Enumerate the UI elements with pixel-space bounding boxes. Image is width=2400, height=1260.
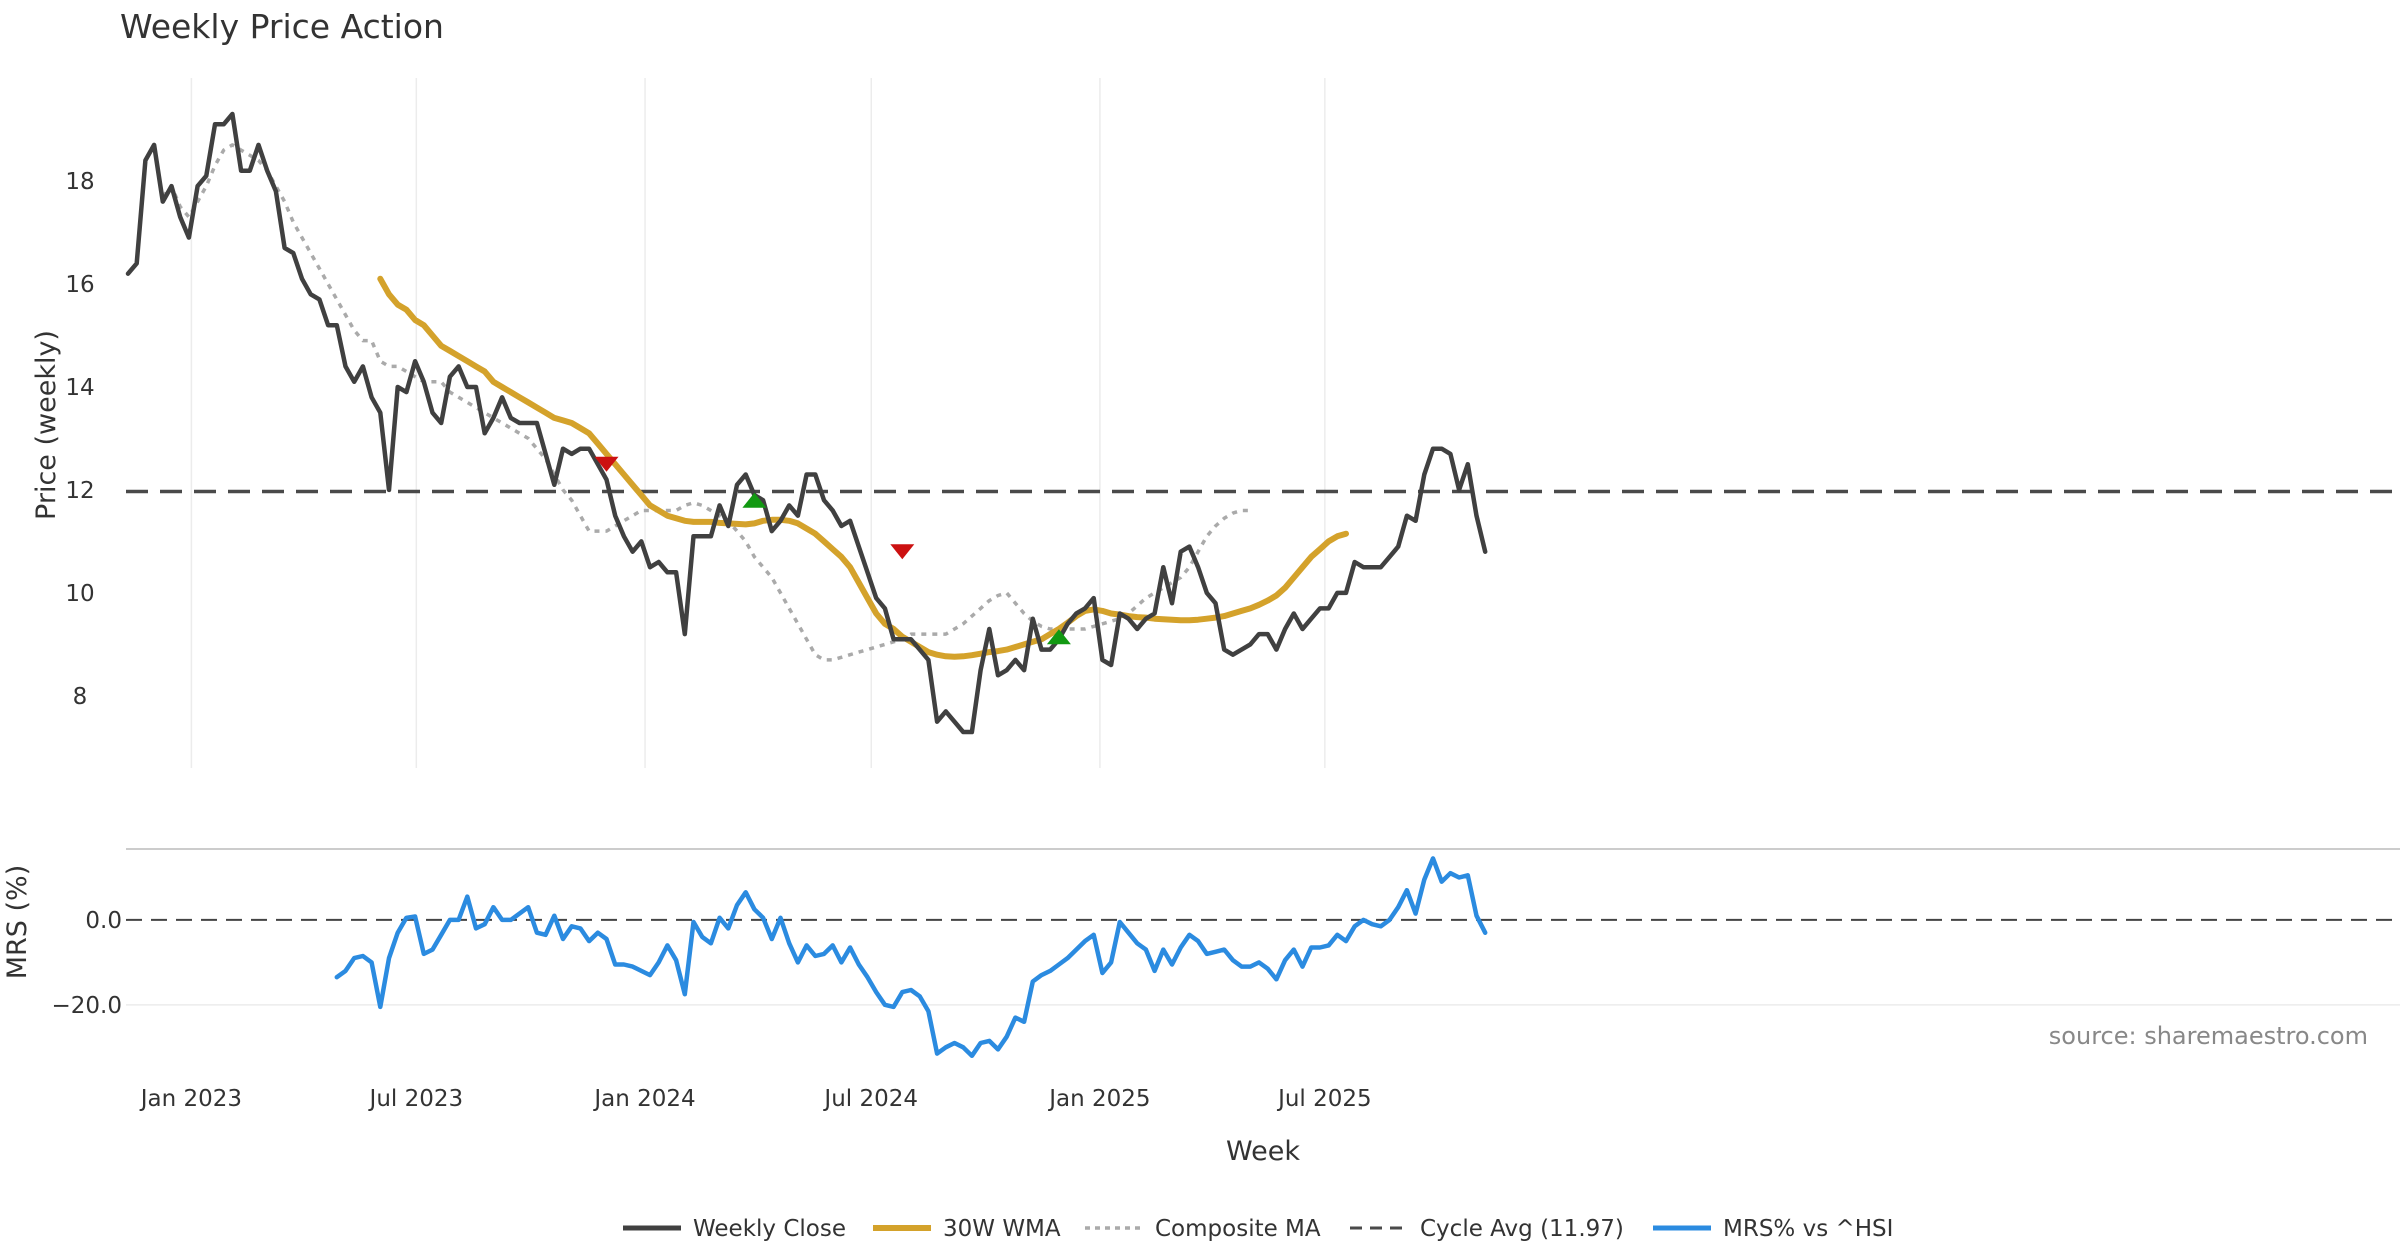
price-y-axis-title: Price (weekly) (31, 330, 62, 520)
mrs-y-tick-label: 0.0 (85, 908, 122, 934)
x-tick-label: Jan 2024 (592, 1086, 695, 1112)
price-y-axis: 8 10 12 14 16 18 (65, 169, 94, 710)
x-tick-label: Jul 2023 (368, 1086, 464, 1112)
mrs-y-axis: 0.0 −20.0 (52, 908, 122, 1019)
sell-signal-marker (890, 544, 915, 560)
composite-ma-line (161, 143, 1251, 662)
weekly-close-line (125, 111, 1488, 735)
chart-title: Weekly Price Action (120, 7, 444, 46)
mrs-y-tick-label: −20.0 (52, 993, 122, 1019)
price-y-tick-label: 8 (73, 684, 88, 710)
30w-wma-line (377, 275, 1349, 660)
legend-label-composite-ma: Composite MA (1155, 1216, 1321, 1242)
x-tick-label: Jan 2025 (1047, 1086, 1150, 1112)
price-y-tick-label: 16 (65, 272, 94, 298)
legend: Weekly Close 30W WMA Composite MA Cycle Avg… (623, 1216, 1893, 1242)
x-axis: Jan 2023 Jul 2023 Jan 2024 Jul 2024 Jan 2025… (139, 1086, 1372, 1112)
buy-signal-marker (742, 492, 767, 508)
price-series-group (125, 111, 1488, 735)
legend-label-weekly-close: Weekly Close (693, 1216, 846, 1242)
price-y-tick-label: 10 (65, 581, 94, 607)
legend-label-cycle-avg: Cycle Avg (11.97) (1420, 1216, 1624, 1242)
price-y-tick-label: 12 (65, 478, 94, 504)
x-tick-label: Jul 2025 (1276, 1086, 1372, 1112)
sell-signal-marker (594, 456, 619, 472)
x-tick-label: Jul 2024 (822, 1086, 918, 1112)
price-y-tick-label: 14 (65, 375, 94, 401)
signal-markers (594, 456, 1071, 645)
legend-label-mrs-hsi: MRS% vs ^HSI (1723, 1216, 1893, 1242)
price-y-tick-label: 18 (65, 169, 94, 195)
mrs-hsi-line (334, 856, 1488, 1059)
buy-signal-marker (1046, 629, 1071, 645)
x-axis-title: Week (1226, 1136, 1300, 1167)
x-tick-label: Jan 2023 (139, 1086, 242, 1112)
mrs-y-axis-title: MRS (%) (2, 865, 33, 980)
price-grid (190, 78, 1326, 768)
mrs-series-group (334, 856, 1488, 1059)
legend-label-30w-wma: 30W WMA (943, 1216, 1061, 1242)
source-label: source: sharemaestro.com (2049, 1022, 2368, 1050)
